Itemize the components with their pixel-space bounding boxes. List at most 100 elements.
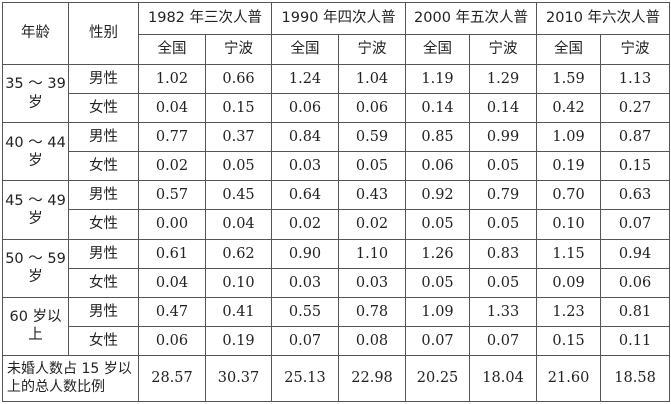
value-cell: 0.03 <box>338 267 407 298</box>
value-cell: 0.42 <box>536 93 602 124</box>
ratio-cell: 18.04 <box>469 355 538 402</box>
table-body: 35 ～ 39 岁男性 1.02 0.66 1.24 1.04 1.19 1.29 1.59 1… <box>2 63 671 357</box>
value-cell: 0.03 <box>271 267 340 298</box>
sex-label: 男性 <box>68 180 139 211</box>
sex-label: 女性 <box>68 93 139 124</box>
value-cell: 0.07 <box>271 325 340 357</box>
value-cell: 0.70 <box>536 180 602 211</box>
value-cell: 0.06 <box>405 151 471 182</box>
age-group-label: 60 岁以上 <box>2 296 69 357</box>
value-cell: 0.09 <box>536 267 602 298</box>
value-cell: 0.99 <box>469 122 538 153</box>
age-group-label: 45 ～ 49 岁 <box>2 180 69 240</box>
value-cell: 0.92 <box>405 180 471 211</box>
value-cell: 0.00 <box>138 209 206 240</box>
value-cell: 1.10 <box>338 238 407 269</box>
value-cell: 1.24 <box>271 63 340 95</box>
value-cell: 0.59 <box>338 122 407 153</box>
sex-label: 女性 <box>68 151 139 182</box>
value-cell: 0.15 <box>600 151 671 182</box>
unmarried-ratio-row: 未婚人数占 15 岁以上的总人数比例 28.57 30.37 25.13 22.… <box>2 355 671 402</box>
value-cell: 0.05 <box>469 151 538 182</box>
value-cell: 0.94 <box>600 238 671 269</box>
value-cell: 0.04 <box>138 93 206 124</box>
table-row: 女性 0.00 0.04 0.02 0.02 0.05 0.05 0.10 0.07 <box>3 209 671 240</box>
value-cell: 0.87 <box>600 122 671 153</box>
value-cell: 1.26 <box>405 238 471 269</box>
value-cell: 0.02 <box>271 209 340 240</box>
value-cell: 0.14 <box>405 93 471 124</box>
value-cell: 0.81 <box>600 296 671 327</box>
value-cell: 0.27 <box>600 93 671 124</box>
age-group-label: 35 ～ 39 岁 <box>2 63 69 124</box>
unmarried-ratio-label: 未婚人数占 15 岁以上的总人数比例 <box>2 355 139 402</box>
value-cell: 0.07 <box>405 325 471 357</box>
value-cell: 1.59 <box>536 63 602 95</box>
value-cell: 0.62 <box>204 238 273 269</box>
value-cell: 0.10 <box>536 209 602 240</box>
value-cell: 1.02 <box>138 63 206 95</box>
value-cell: 0.05 <box>338 151 407 182</box>
value-cell: 0.08 <box>338 325 407 357</box>
table-row: 35 ～ 39 岁男性 1.02 0.66 1.24 1.04 1.19 1.29 1.59 1… <box>2 63 671 124</box>
table-row: 女性 0.06 0.19 0.07 0.08 0.07 0.07 0.15 0.11 <box>3 325 671 357</box>
value-cell: 0.57 <box>138 180 206 211</box>
census-2000-ningbo-header: 宁波 <box>469 34 538 65</box>
table-row: 女性 0.04 0.10 0.03 0.03 0.05 0.05 0.09 0.06 <box>3 267 671 298</box>
value-cell: 0.05 <box>469 267 538 298</box>
value-cell: 0.47 <box>138 296 206 327</box>
value-cell: 0.79 <box>469 180 538 211</box>
value-cell: 0.78 <box>338 296 407 327</box>
sex-label: 女性 <box>68 209 139 240</box>
value-cell: 0.63 <box>600 180 671 211</box>
census-2010-national-header: 全国 <box>536 34 602 65</box>
value-cell: 0.04 <box>204 209 273 240</box>
ratio-cell: 20.25 <box>405 355 471 402</box>
value-cell: 1.19 <box>405 63 471 95</box>
value-cell: 0.07 <box>600 209 671 240</box>
sex-label: 男性 <box>68 238 139 269</box>
sex-column-header: 性别 <box>68 2 139 65</box>
table-row: 60 岁以上 男性 0.47 0.41 0.55 0.78 1.09 1.33 1.23 0.81 <box>2 296 671 357</box>
value-cell: 0.84 <box>271 122 340 153</box>
value-cell: 0.19 <box>204 325 273 357</box>
value-cell: 0.66 <box>204 63 273 95</box>
value-cell: 0.64 <box>271 180 340 211</box>
value-cell: 0.10 <box>204 267 273 298</box>
census-1982-header: 1982 年三次人普 <box>137 2 273 35</box>
value-cell: 0.04 <box>138 267 206 298</box>
value-cell: 0.02 <box>138 151 206 182</box>
value-cell: 0.07 <box>469 325 538 357</box>
value-cell: 0.02 <box>338 209 407 240</box>
ratio-cell: 21.60 <box>536 355 602 402</box>
census-1990-header: 1990 年四次人普 <box>271 2 407 35</box>
value-cell: 0.45 <box>204 180 273 211</box>
value-cell: 0.05 <box>469 209 538 240</box>
sex-label: 男性 <box>68 63 139 95</box>
ratio-cell: 30.37 <box>204 355 273 402</box>
value-cell: 0.83 <box>469 238 538 269</box>
value-cell: 1.29 <box>469 63 538 95</box>
value-cell: 0.14 <box>469 93 538 124</box>
value-cell: 0.05 <box>405 209 471 240</box>
value-cell: 0.06 <box>338 93 407 124</box>
census-1990-ningbo-header: 宁波 <box>338 34 407 65</box>
sex-label: 男性 <box>68 122 139 153</box>
value-cell: 0.05 <box>204 151 273 182</box>
value-cell: 0.37 <box>204 122 273 153</box>
census-2010-header: 2010 年六次人普 <box>536 2 671 35</box>
value-cell: 0.19 <box>536 151 602 182</box>
table-row: 45 ～ 49 岁男性 0.57 0.45 0.64 0.43 0.92 0.79 0.70 0… <box>2 180 671 240</box>
table-row: 50 ～ 59 岁男性 0.61 0.62 0.90 1.10 1.26 0.83 1.15 0… <box>2 238 671 298</box>
value-cell: 0.11 <box>600 325 671 357</box>
census-1990-national-header: 全国 <box>271 34 340 65</box>
value-cell: 0.15 <box>536 325 602 357</box>
value-cell: 0.61 <box>138 238 206 269</box>
census-2000-header: 2000 年五次人普 <box>405 2 538 35</box>
value-cell: 1.04 <box>338 63 407 95</box>
value-cell: 0.03 <box>271 151 340 182</box>
value-cell: 1.13 <box>600 63 671 95</box>
age-group-label: 50 ～ 59 岁 <box>2 238 69 298</box>
ratio-cell: 28.57 <box>138 355 206 402</box>
value-cell: 0.43 <box>338 180 407 211</box>
